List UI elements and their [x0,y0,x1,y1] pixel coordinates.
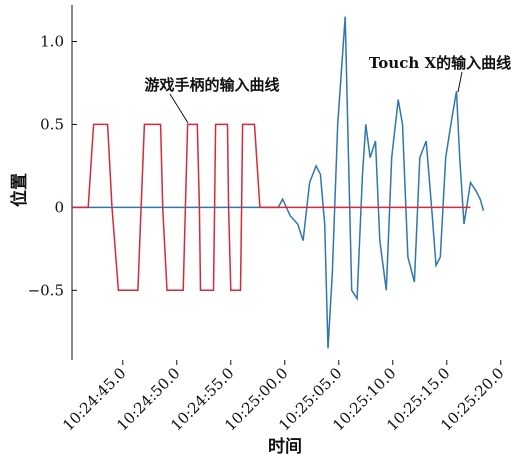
x-axis-label: 时间 [268,436,302,457]
line-series [72,16,485,349]
annotation-leader [169,93,189,124]
annotation-leader [457,71,463,93]
y-tick-label: −0.5 [28,281,64,299]
annotation: Touch X的输入曲线 [369,54,511,72]
annotation: 游戏手柄的输入曲线 [144,76,279,94]
y-tick-label: 0 [54,198,64,216]
y-tick-label: 0.5 [40,115,64,133]
y-tick-label: 1.0 [40,32,64,50]
line-series [72,123,471,292]
y-axis-label: 位置 [9,173,30,207]
